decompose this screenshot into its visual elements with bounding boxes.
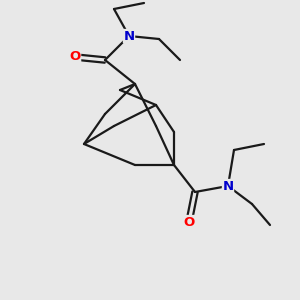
Text: N: N — [123, 29, 135, 43]
Text: O: O — [69, 50, 81, 64]
Text: N: N — [222, 179, 234, 193]
Text: O: O — [183, 215, 195, 229]
